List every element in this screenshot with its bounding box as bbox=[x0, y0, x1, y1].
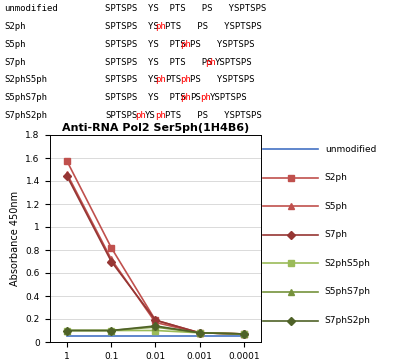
Text: ph: ph bbox=[205, 58, 215, 67]
Text: PS: PS bbox=[190, 93, 200, 102]
Text: unmodified: unmodified bbox=[4, 4, 58, 13]
Text: ph: ph bbox=[180, 75, 190, 84]
Text: ph: ph bbox=[180, 40, 190, 49]
Text: S2ph: S2ph bbox=[4, 22, 25, 31]
Text: S7phS2ph: S7phS2ph bbox=[325, 316, 371, 325]
Text: PS   YSPTSPS: PS YSPTSPS bbox=[190, 40, 254, 49]
Text: S2phS5ph: S2phS5ph bbox=[325, 259, 371, 268]
Text: S7ph: S7ph bbox=[325, 230, 348, 239]
Text: SPTSPS  YS  PTS   PS: SPTSPS YS PTS PS bbox=[105, 58, 212, 67]
Text: S2ph: S2ph bbox=[325, 173, 348, 182]
Text: PTS   PS   YSPTSPS: PTS PS YSPTSPS bbox=[165, 111, 262, 120]
Text: S7phS2ph: S7phS2ph bbox=[4, 111, 47, 120]
Text: PTS: PTS bbox=[165, 75, 181, 84]
Text: SPTSPS  YS: SPTSPS YS bbox=[105, 22, 159, 31]
Text: SPTSPS  YS: SPTSPS YS bbox=[105, 75, 159, 84]
Y-axis label: Absorbance 450nm: Absorbance 450nm bbox=[10, 191, 20, 286]
Text: ph: ph bbox=[155, 22, 166, 31]
Text: S5phS7ph: S5phS7ph bbox=[4, 93, 47, 102]
Text: ph: ph bbox=[155, 111, 166, 120]
Text: S2phS5ph: S2phS5ph bbox=[4, 75, 47, 84]
Text: SPTSPS  YS  PTS: SPTSPS YS PTS bbox=[105, 93, 186, 102]
Text: S5phS7ph: S5phS7ph bbox=[325, 288, 371, 297]
Text: YS: YS bbox=[145, 111, 156, 120]
Text: ph: ph bbox=[155, 75, 166, 84]
Title: Anti-RNA Pol2 Ser5ph(1H4B6): Anti-RNA Pol2 Ser5ph(1H4B6) bbox=[62, 123, 249, 133]
Text: PS   YSPTSPS: PS YSPTSPS bbox=[190, 75, 254, 84]
Text: YSPTSPS: YSPTSPS bbox=[210, 93, 248, 102]
Text: ph: ph bbox=[180, 93, 190, 102]
Text: unmodified: unmodified bbox=[325, 145, 376, 154]
Text: ph: ph bbox=[135, 111, 146, 120]
Text: S5ph: S5ph bbox=[4, 40, 25, 49]
Text: SPTSPS: SPTSPS bbox=[105, 111, 137, 120]
Text: SPTSPS  YS  PTS: SPTSPS YS PTS bbox=[105, 40, 186, 49]
Text: S7ph: S7ph bbox=[4, 58, 25, 67]
Text: ph: ph bbox=[200, 93, 211, 102]
Text: SPTSPS  YS  PTS   PS   YSPTSPS: SPTSPS YS PTS PS YSPTSPS bbox=[105, 4, 266, 13]
Text: S5ph: S5ph bbox=[325, 202, 348, 211]
Text: YSPTSPS: YSPTSPS bbox=[215, 58, 252, 67]
Text: PTS   PS   YSPTSPS: PTS PS YSPTSPS bbox=[165, 22, 262, 31]
